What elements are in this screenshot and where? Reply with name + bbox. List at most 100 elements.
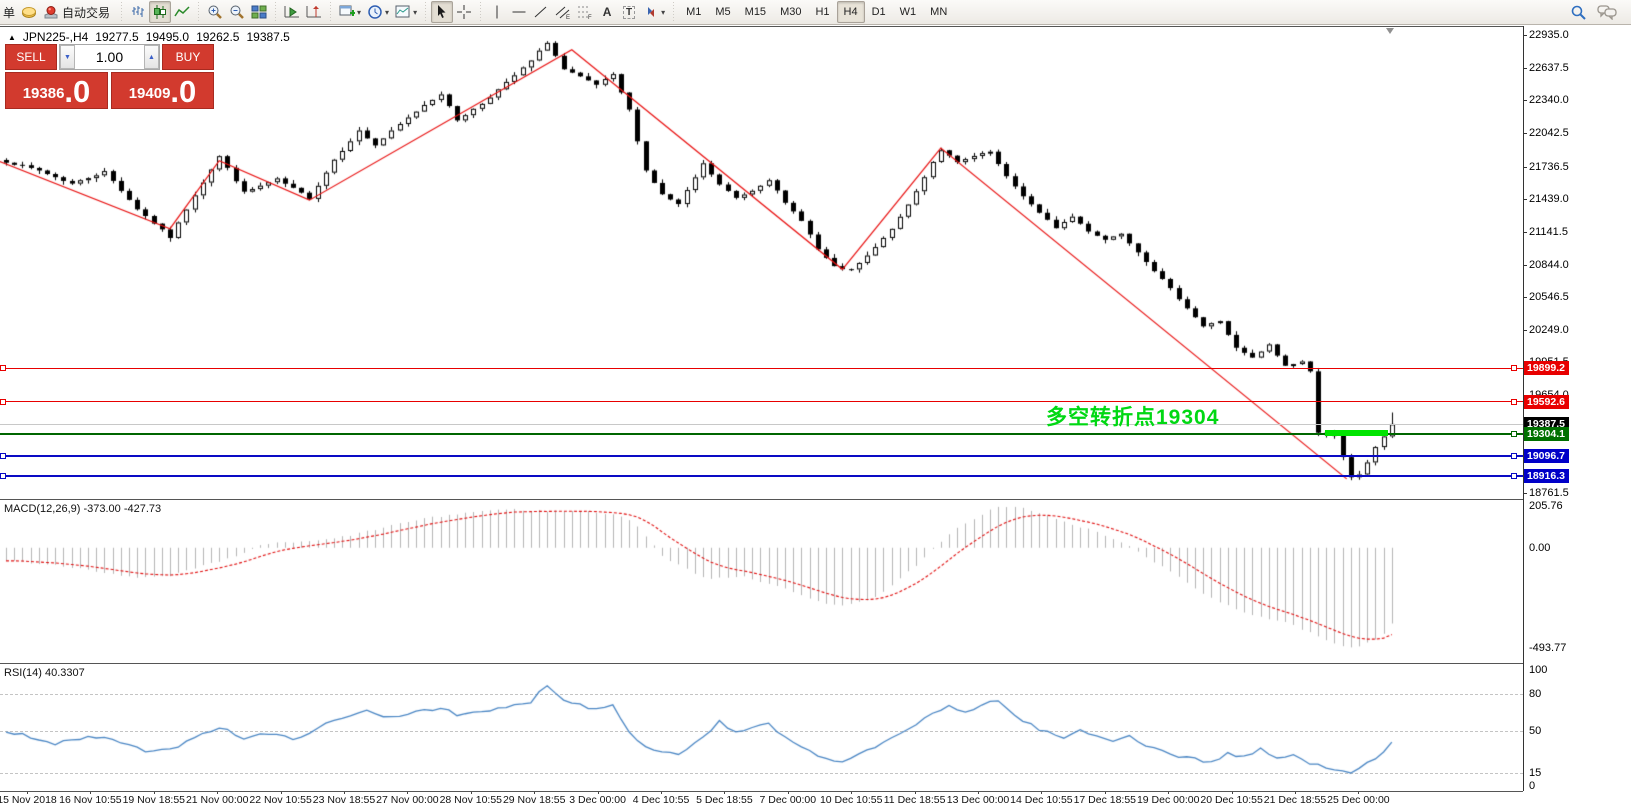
sell-button[interactable]: SELL: [5, 44, 57, 70]
resistance-line-2[interactable]: [0, 401, 1523, 403]
arrows-icon: [643, 4, 659, 20]
price-tick-label: 21439.0: [1529, 193, 1569, 206]
price-tick-label: 20249.0: [1529, 323, 1569, 336]
timeframe-mn[interactable]: MN: [930, 6, 948, 18]
resistance-line-1-right-handle[interactable]: [1511, 365, 1517, 372]
rsi-scale-label: 80: [1529, 688, 1542, 701]
support-line-1-right-handle[interactable]: [1511, 453, 1517, 460]
support-line-2-left-handle[interactable]: [0, 473, 6, 479]
crosshair-icon: [456, 4, 472, 20]
time-label: 25 Dec 00:00: [1327, 794, 1390, 806]
timeframe-m15[interactable]: M15: [744, 6, 767, 18]
price-chart-canvas[interactable]: [0, 27, 1523, 499]
trendline-tool-button[interactable]: [530, 1, 552, 23]
horizontal-line-tool-button[interactable]: [508, 1, 530, 23]
zoom-in-button[interactable]: [204, 1, 226, 23]
macd-scale-label: -493.77: [1529, 642, 1567, 654]
buy-button[interactable]: BUY: [162, 44, 214, 70]
current-price-line[interactable]: [0, 423, 1523, 425]
candlestick-chart-button[interactable]: [149, 1, 172, 23]
pivot-line[interactable]: [0, 432, 1523, 435]
timeframe-w1[interactable]: W1: [899, 6, 917, 18]
cursor-tool-button[interactable]: [431, 1, 454, 23]
search-icon[interactable]: [1570, 4, 1587, 21]
resistance-line-2-right-handle[interactable]: [1511, 398, 1517, 405]
new-chart-button[interactable]: ▾: [336, 1, 364, 23]
timeframe-m1[interactable]: M1: [686, 6, 702, 18]
label-tool-button[interactable]: T: [618, 1, 640, 23]
timeframe-h4[interactable]: H4: [836, 1, 865, 23]
chart-shift-icon: [306, 4, 322, 20]
crosshair-tool-button[interactable]: [453, 1, 475, 23]
pivot-annotation-text[interactable]: 多空转折点19304: [1046, 406, 1220, 429]
bar-chart-button[interactable]: [127, 1, 149, 23]
chat-icon[interactable]: [1597, 4, 1617, 20]
buy-price-display[interactable]: 19409 .0: [111, 72, 214, 109]
periods-button[interactable]: ▾: [364, 1, 392, 23]
pivot-highlight-segment[interactable]: [1325, 430, 1388, 436]
time-label: 4 Dec 10:55: [632, 794, 690, 806]
tile-windows-button[interactable]: [248, 1, 270, 23]
time-tick: [851, 791, 853, 794]
volume-increase-button[interactable]: ▲: [144, 45, 159, 69]
sell-price-main: 19386: [22, 85, 65, 102]
line-chart-button[interactable]: [171, 1, 193, 23]
price-tick: [1523, 297, 1527, 299]
support-line-1[interactable]: [0, 455, 1523, 458]
resistance-line-1[interactable]: [0, 367, 1523, 369]
time-tick: [280, 791, 282, 794]
fibonacci-tool-button[interactable]: F: [574, 1, 596, 23]
ohlc-close: 19387.5: [246, 30, 290, 44]
chevron-down-icon: ▾: [357, 7, 362, 17]
volume-input[interactable]: 1.00: [95, 49, 124, 65]
macd-chart-canvas[interactable]: [0, 500, 1523, 662]
svg-text:E: E: [566, 15, 570, 20]
support-line-1-price-label: 19096.7: [1524, 449, 1569, 464]
price-tick: [1523, 493, 1527, 494]
chart-window[interactable]: 22935.0 22637.5 22340.0 22042.5 21736.5 21439…: [0, 26, 1631, 810]
price-tick: [1523, 67, 1527, 69]
chart-shift-marker[interactable]: [1386, 28, 1394, 34]
gold-icon-button[interactable]: [18, 1, 40, 23]
timeframe-d1[interactable]: D1: [871, 6, 886, 18]
zoom-out-button[interactable]: [226, 1, 248, 23]
new-chart-icon: [339, 4, 356, 20]
chart-shift-button[interactable]: [303, 1, 325, 23]
chevron-down-icon: ▾: [413, 7, 418, 17]
vertical-line-tool-button[interactable]: [486, 1, 508, 23]
rsi-pane-separator[interactable]: [0, 663, 1523, 664]
channel-tool-button[interactable]: E: [552, 1, 574, 23]
timeframe-m30[interactable]: M30: [780, 6, 802, 18]
sell-price-display[interactable]: 19386 .0: [5, 72, 108, 109]
time-label: 28 Nov 10:55: [439, 794, 503, 806]
toolbar-separator: [327, 2, 335, 22]
rsi-chart-canvas[interactable]: [0, 664, 1523, 791]
toolbar-separator: [118, 2, 126, 22]
vertical-line-icon: [489, 4, 505, 20]
templates-button[interactable]: ▾: [392, 1, 420, 23]
timeframe-m5[interactable]: M5: [715, 6, 731, 18]
horizontal-line-icon: [511, 4, 527, 20]
support-line-2[interactable]: [0, 475, 1523, 477]
auto-scroll-button[interactable]: [281, 1, 303, 23]
resistance-line-2-left-handle[interactable]: [0, 398, 6, 405]
support-line-1-left-handle[interactable]: [0, 453, 6, 460]
time-tick: [153, 791, 155, 794]
autotrading-button[interactable]: 自动交易: [40, 1, 116, 23]
main-toolbar: 单 自动交易 ▾ ▾ ▾ E F A T ▾ M: [0, 0, 1631, 25]
volume-decrease-button[interactable]: ▼: [60, 45, 75, 69]
support-line-2-right-handle[interactable]: [1511, 473, 1517, 479]
time-label: 20 Dec 10:55: [1200, 794, 1263, 806]
timeframe-h1[interactable]: H1: [815, 6, 830, 18]
price-tick-label: 22042.5: [1529, 126, 1569, 139]
macd-pane-separator[interactable]: [0, 499, 1523, 500]
pivot-line-right-handle[interactable]: [1511, 430, 1517, 437]
text-icon: A: [602, 5, 612, 19]
time-label: 10 Dec 10:55: [819, 794, 883, 806]
arrows-tool-button[interactable]: ▾: [640, 1, 668, 23]
time-label: 19 Dec 00:00: [1136, 794, 1200, 806]
resistance-line-1-left-handle[interactable]: [0, 365, 6, 372]
text-tool-button[interactable]: A: [596, 1, 618, 23]
resistance-line-1-price-label: 19899.2: [1524, 361, 1569, 376]
order-button[interactable]: 单: [3, 5, 16, 20]
